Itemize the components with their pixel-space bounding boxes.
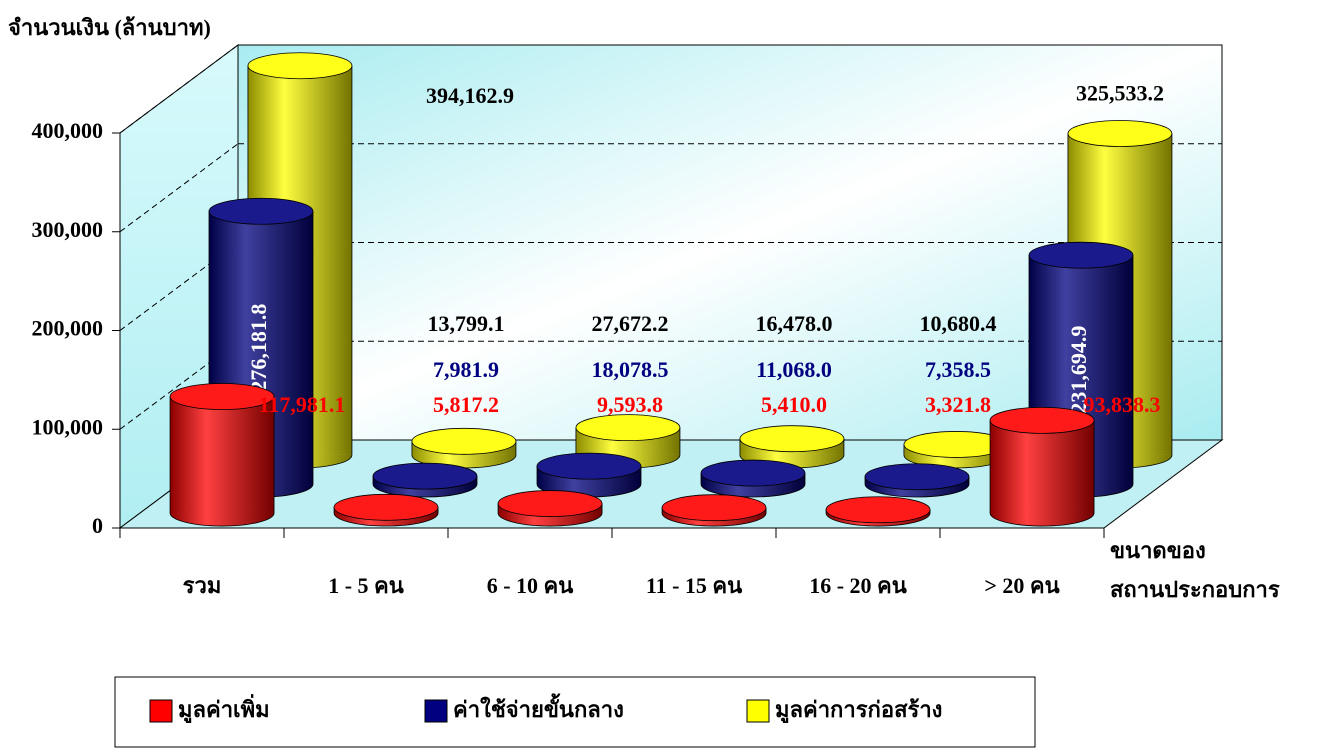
- cylinder: [864, 463, 970, 498]
- x-axis-title: ขนาดของ: [1110, 538, 1206, 563]
- y-tick-label: 400,000: [32, 118, 104, 143]
- legend-label: มูลค่าเพิ่ม: [178, 693, 270, 724]
- cylinder: [989, 406, 1095, 527]
- value-label: 27,672.2: [592, 311, 669, 336]
- value-label: 16,478.0: [756, 311, 833, 336]
- cylinder-base: [700, 483, 806, 498]
- y-tick-label: 200,000: [32, 316, 104, 341]
- x-tick-label: 16 - 20 คน: [809, 573, 907, 598]
- cylinder-top: [575, 414, 681, 442]
- cylinder-top: [372, 462, 478, 490]
- legend: [114, 676, 1036, 748]
- legend-label: มูลค่าการก่อสร้าง: [775, 697, 942, 724]
- value-label: 117,981.1: [259, 392, 346, 417]
- y-tick-label: 300,000: [32, 217, 104, 242]
- value-label: 394,162.9: [426, 83, 514, 108]
- cylinder-body: [170, 396, 275, 514]
- value-label: 325,533.2: [1076, 81, 1164, 106]
- cylinder-top: [411, 427, 517, 455]
- y-tick-label: 0: [92, 513, 103, 538]
- cylinder: [372, 462, 478, 498]
- value-label: 5,817.2: [433, 392, 499, 417]
- grid-line: [119, 143, 239, 233]
- cylinder-top: [536, 452, 642, 480]
- x-tick-label: รวม: [183, 573, 222, 598]
- value-label: 3,321.8: [925, 392, 991, 417]
- cylinder-base: [169, 512, 275, 527]
- value-label: 231,694.9: [1066, 326, 1091, 414]
- cylinder-top: [247, 52, 353, 80]
- value-label: 13,799.1: [428, 311, 505, 336]
- value-label: 18,078.5: [592, 357, 669, 382]
- legend-swatch: [746, 699, 770, 723]
- cylinder-top: [739, 425, 845, 453]
- cylinder: [825, 496, 931, 527]
- cylinder: [661, 494, 767, 527]
- value-label: 5,410.0: [761, 392, 827, 417]
- cylinder-top: [169, 383, 275, 410]
- value-label: 9,593.8: [597, 392, 663, 417]
- value-label: 11,068.0: [756, 357, 832, 382]
- cylinder-top: [1067, 120, 1173, 147]
- cylinder-top: [208, 197, 314, 225]
- y-tick-label: 100,000: [32, 414, 104, 439]
- cylinder-top: [1028, 241, 1134, 269]
- value-label: 276,181.8: [246, 304, 271, 392]
- cylinder-body: [990, 420, 1095, 514]
- x-tick-label: 1 - 5 คน: [328, 573, 404, 598]
- value-label: 10,680.4: [920, 311, 997, 336]
- cylinder-top: [989, 406, 1095, 434]
- cylinder-base: [989, 512, 1095, 527]
- x-axis-title: สถานประกอบการ: [1110, 577, 1280, 602]
- x-tick-label: 11 - 15 คน: [646, 573, 742, 598]
- cylinder-top: [700, 459, 806, 487]
- cylinder-top: [661, 494, 767, 522]
- cylinder: [903, 431, 1009, 469]
- value-label: 93,838.3: [1084, 392, 1161, 417]
- legend-label: ค่าใช้จ่ายขั้นกลาง: [453, 693, 624, 722]
- cylinder-top: [825, 496, 931, 524]
- cylinder: [700, 459, 806, 498]
- x-tick-label: 6 - 10 คน: [487, 573, 574, 598]
- cylinder: [333, 493, 439, 527]
- cylinder: [411, 427, 517, 469]
- cylinder-top: [497, 490, 603, 517]
- cylinder-top: [333, 493, 439, 521]
- legend-swatch: [424, 699, 448, 723]
- x-tick-label: > 20 คน: [984, 573, 1059, 598]
- cylinder-top: [864, 463, 970, 491]
- grid-line: [119, 44, 239, 134]
- cylinder: [497, 490, 603, 527]
- value-label: 7,981.9: [433, 357, 499, 382]
- cylinder: [169, 383, 275, 527]
- value-label: 7,358.5: [925, 357, 991, 382]
- y-axis-title: จำนวนเงิน (ล้านบาท): [8, 15, 211, 40]
- legend-swatch: [149, 699, 173, 723]
- cylinder-base: [497, 512, 603, 527]
